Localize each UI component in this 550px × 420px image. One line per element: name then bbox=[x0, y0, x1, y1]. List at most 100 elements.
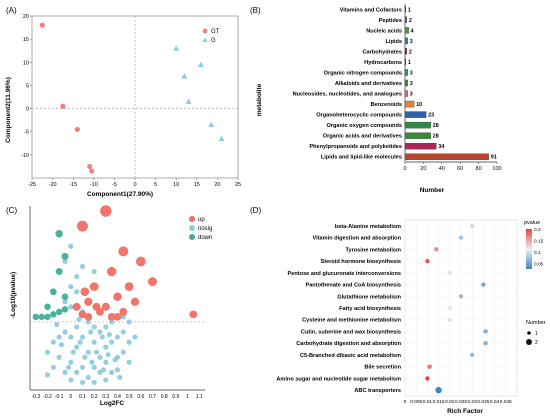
bar-value-label: 1 bbox=[408, 60, 411, 66]
volcano-legend-label: down bbox=[198, 235, 212, 241]
volcano-legend-label: nosig bbox=[198, 226, 212, 232]
volcano-point-up bbox=[106, 266, 117, 277]
enrichment-point bbox=[470, 223, 475, 229]
enrichment-term-label: Pantothenate and CoA biosynthesis bbox=[305, 283, 401, 289]
volcano-point-nosig bbox=[62, 369, 68, 375]
enrichment-point bbox=[435, 386, 442, 394]
bar bbox=[404, 58, 407, 66]
bar-category-label: Carbohydrates bbox=[363, 49, 402, 55]
bar-category-label: Peptides bbox=[379, 18, 402, 24]
pca-point-GT bbox=[60, 103, 66, 109]
bar-value-label: 91 bbox=[491, 155, 497, 161]
volcano-point-nosig bbox=[103, 377, 109, 383]
volcano-point-nosig bbox=[132, 334, 138, 340]
bar-category-label: Vitamins and Cofactors bbox=[340, 7, 402, 13]
enrichment-point bbox=[470, 352, 475, 358]
volcano-point-up bbox=[78, 310, 87, 319]
bar-category-label: Nucleosides, nucleotides, and analogues bbox=[293, 92, 402, 98]
bar-value-label: 34 bbox=[438, 144, 444, 150]
pca-xtick-label: 5 bbox=[154, 182, 157, 188]
volcano-point-nosig bbox=[103, 324, 109, 330]
pca-legend-marker-G bbox=[202, 37, 208, 42]
enrichment-point bbox=[483, 329, 488, 334]
volcano-point-down bbox=[49, 288, 57, 296]
volcano-plot: -0.3 -0.2 -0.1 0 0.1 0.2 0.3 0.4 0.5 0.6 0.7 0.8 0.9… bbox=[29, 205, 212, 400]
enrichment-point bbox=[481, 282, 486, 287]
volcano-point-nosig bbox=[91, 268, 97, 275]
volcano-point-nosig bbox=[97, 329, 103, 335]
volcano-point-nosig bbox=[91, 379, 97, 386]
enrichment-xtick-label: 0.015 bbox=[433, 399, 445, 405]
enrichment-term-label: ABC transporters bbox=[354, 388, 401, 394]
volcano-point-nosig bbox=[109, 369, 115, 375]
pvalue-legend-tick: 0.15 bbox=[534, 239, 544, 245]
bar bbox=[404, 79, 408, 87]
pvalue-legend-tick: 0.05 bbox=[534, 262, 544, 268]
bar-category-label: Lipids bbox=[386, 39, 402, 45]
enrichment-point bbox=[447, 305, 452, 311]
bar-value-label: 1 bbox=[408, 7, 411, 13]
volcano-point-up bbox=[101, 302, 110, 311]
bar-xlabel: Number bbox=[420, 187, 445, 194]
bar-xtick-label: 80 bbox=[476, 166, 482, 172]
volcano-xtick-label: 0.2 bbox=[91, 394, 98, 400]
pca-xtick-label: 25 bbox=[235, 182, 241, 188]
volcano-xtick-label: 1 bbox=[186, 394, 189, 400]
volcano-point-nosig bbox=[79, 334, 86, 340]
volcano-point-nosig bbox=[93, 349, 100, 355]
volcano-xtick-label: -0.2 bbox=[43, 394, 52, 400]
enrichment-term-label: Vitamin digestion and absorption bbox=[313, 236, 402, 242]
enrichment-xlabel: Rich Factor bbox=[447, 408, 483, 415]
bar bbox=[404, 142, 437, 150]
volcano-point-up bbox=[77, 220, 88, 232]
bar-value-label: 3 bbox=[410, 81, 413, 87]
volcano-point-nosig bbox=[62, 258, 68, 265]
bar-category-label: Phenylpropanoids and polyketides bbox=[309, 144, 402, 150]
enrichment-xtick-label: 0 bbox=[404, 399, 407, 405]
pca-ylabel: Component2(11.96%) bbox=[5, 77, 12, 143]
volcano-point-nosig bbox=[103, 344, 109, 350]
volcano-point-nosig bbox=[56, 354, 62, 360]
panel-label-a: (A) bbox=[6, 6, 17, 15]
volcano-point-nosig bbox=[97, 354, 103, 360]
bar bbox=[404, 69, 408, 76]
bar-xtick-label: 20 bbox=[420, 166, 426, 172]
enrichment-term-label: Glutathione metabolism bbox=[337, 294, 401, 300]
bar-value-label: 28 bbox=[433, 123, 439, 129]
pca-point-GT bbox=[89, 168, 95, 174]
volcano-xtick-label: -0.1 bbox=[55, 394, 64, 400]
volcano-point-nosig bbox=[74, 344, 80, 350]
volcano-point-up bbox=[92, 302, 101, 311]
enrichment-point bbox=[447, 317, 452, 322]
volcano-point-down bbox=[32, 313, 40, 321]
enrichment-xtick-label: 0.03 bbox=[468, 399, 478, 405]
enrichment-point bbox=[425, 258, 430, 264]
enrichment-term-label: Cysteine and methionine metabolism bbox=[302, 318, 401, 324]
pca-xtick-label: -5 bbox=[112, 182, 117, 188]
bar-category-label: Organic oxygen compounds bbox=[326, 123, 402, 129]
volcano-xlabel: Log2FC bbox=[100, 400, 124, 407]
pca-point-G bbox=[208, 121, 215, 128]
pca-xtick-label: 10 bbox=[173, 182, 179, 188]
enrichment-term-label: Carbohydrate digestion and absorption bbox=[296, 341, 401, 347]
volcano-point-nosig bbox=[100, 367, 107, 373]
bar-xtick-label: 60 bbox=[457, 166, 463, 172]
volcano-point-up bbox=[130, 297, 140, 306]
pca-legend-label: G bbox=[211, 38, 216, 44]
volcano-point-nosig bbox=[91, 339, 97, 345]
bar bbox=[404, 111, 427, 118]
volcano-point-nosig bbox=[114, 334, 121, 340]
volcano-point-nosig bbox=[85, 374, 91, 380]
bar bbox=[404, 132, 431, 139]
volcano-point-up bbox=[135, 256, 146, 267]
enrichment-xtick-label: 0.005 bbox=[410, 399, 422, 405]
pca-point-GT bbox=[87, 163, 93, 170]
volcano-point-up bbox=[124, 282, 134, 292]
volcano-point-nosig bbox=[65, 364, 72, 370]
volcano-point-nosig bbox=[126, 319, 132, 325]
volcano-point-nosig bbox=[89, 359, 95, 365]
volcano-point-up bbox=[148, 277, 157, 287]
volcano-point-nosig bbox=[79, 379, 86, 386]
pvalue-legend-tick: 0.2 bbox=[534, 227, 541, 233]
volcano-point-nosig bbox=[117, 374, 123, 380]
